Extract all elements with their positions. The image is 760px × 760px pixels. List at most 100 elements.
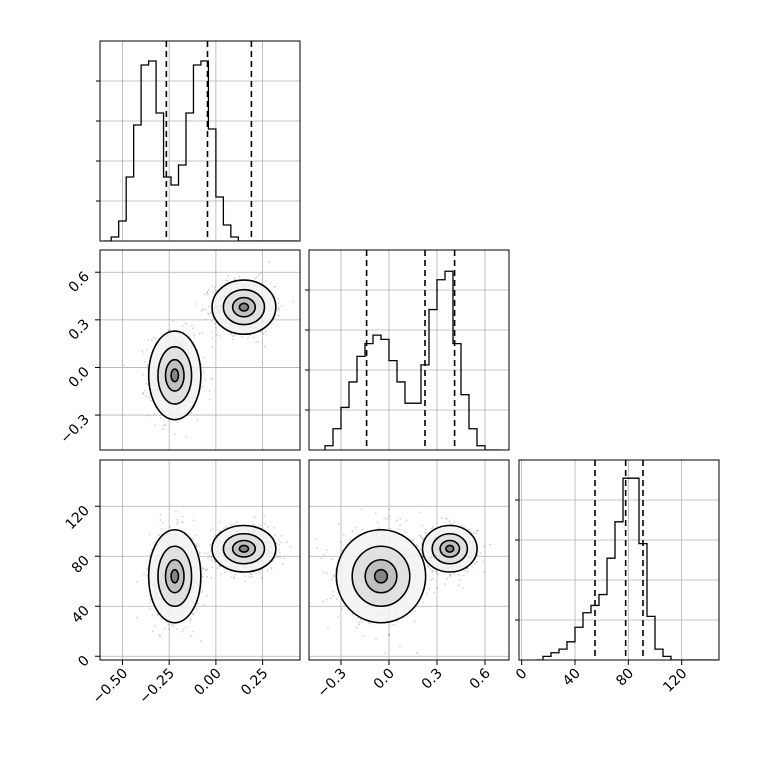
scatter-point xyxy=(278,543,280,546)
scatter-point xyxy=(322,554,325,556)
scatter-point xyxy=(399,518,402,520)
scatter-point xyxy=(209,543,212,546)
scatter-point xyxy=(158,534,161,537)
density-contour xyxy=(157,545,193,608)
scatter-point xyxy=(421,524,424,527)
scatter-point xyxy=(208,305,210,308)
scatter-point xyxy=(211,566,214,568)
density-contour xyxy=(231,539,257,558)
scatter-point xyxy=(419,548,421,551)
scatter-point xyxy=(142,393,145,395)
scatter-point xyxy=(233,523,236,526)
scatter-point xyxy=(197,602,199,605)
scatter-point xyxy=(147,339,150,341)
scatter-point xyxy=(351,613,354,616)
scatter-point xyxy=(482,560,485,563)
scatter-point xyxy=(146,574,149,577)
scatter-point xyxy=(210,577,212,579)
scatter-point xyxy=(332,574,335,577)
density-fill xyxy=(445,545,454,553)
scatter-point xyxy=(167,329,170,332)
scatter-point xyxy=(259,331,262,334)
scatter-point xyxy=(388,508,390,511)
y-tick-label: 0.3 xyxy=(66,316,93,343)
scatter-point xyxy=(145,382,148,385)
scatter-point xyxy=(207,552,209,554)
scatter-point xyxy=(185,436,188,438)
scatter-point xyxy=(210,331,213,334)
scatter-point xyxy=(220,573,222,575)
scatter-point xyxy=(136,616,139,619)
scatter-point xyxy=(215,333,218,336)
density-contour xyxy=(364,558,398,594)
scatter-point xyxy=(280,534,283,537)
density-contour xyxy=(147,528,202,624)
scatter-point xyxy=(191,613,194,616)
scatter-point xyxy=(289,545,292,548)
scatter-point xyxy=(206,575,209,578)
scatter-point xyxy=(431,525,434,528)
scatter-point xyxy=(327,627,329,630)
scatter-point xyxy=(163,424,166,427)
scatter-point xyxy=(405,519,408,522)
scatter-point xyxy=(265,330,267,333)
scatter-point xyxy=(149,601,151,604)
scatter-point xyxy=(211,345,214,348)
scatter-point xyxy=(278,549,280,551)
scatter-point xyxy=(168,628,171,630)
scatter-point xyxy=(285,541,288,544)
scatter-point xyxy=(254,277,257,280)
scatter-point xyxy=(399,524,401,526)
scatter-point xyxy=(399,645,401,647)
scatter-point xyxy=(182,331,185,333)
scatter-point xyxy=(253,516,256,519)
scatter-point xyxy=(148,533,151,536)
scatter-point xyxy=(467,571,469,573)
scatter-point xyxy=(427,566,430,568)
scatter-point xyxy=(195,608,198,611)
scatter-point xyxy=(463,526,465,528)
scatter-point xyxy=(214,322,216,325)
scatter-point xyxy=(232,335,234,337)
scatter-point xyxy=(436,572,439,575)
scatter-point xyxy=(122,364,125,367)
scatter-point xyxy=(418,534,421,537)
scatter-point xyxy=(264,280,267,282)
scatter-point xyxy=(233,576,236,579)
scatter-point xyxy=(264,523,266,525)
scatter-point xyxy=(277,309,279,312)
scatter-point xyxy=(214,326,217,329)
scatter-point xyxy=(223,527,225,529)
x-tick-label: −0.25 xyxy=(136,666,178,708)
scatter-point xyxy=(283,557,285,560)
scatter-point xyxy=(198,332,201,335)
scatter-point xyxy=(446,577,448,580)
scatter-point xyxy=(208,313,210,316)
scatter-point xyxy=(277,539,280,542)
scatter-point xyxy=(251,575,253,578)
density-contour xyxy=(157,346,193,405)
scatter-point xyxy=(147,414,150,417)
scatter-point xyxy=(331,558,334,561)
panel-frame xyxy=(99,459,301,661)
scatter-point xyxy=(229,571,232,574)
scatter-point xyxy=(453,573,456,576)
scatter-point xyxy=(211,285,214,287)
scatter-point xyxy=(227,279,229,282)
scatter-point xyxy=(203,356,206,359)
scatter-point xyxy=(273,526,276,529)
scatter-point xyxy=(207,557,210,559)
scatter-point xyxy=(148,608,151,611)
scatter-point xyxy=(440,516,443,519)
scatter-point xyxy=(280,305,283,307)
scatter-point xyxy=(192,612,195,615)
scatter-point xyxy=(159,513,162,516)
scatter-point xyxy=(476,529,479,532)
scatter-point xyxy=(203,371,205,373)
scatter-point xyxy=(335,597,338,600)
scatter-point xyxy=(449,573,452,576)
scatter-point xyxy=(262,332,265,335)
scatter-point xyxy=(412,538,415,541)
y-tick-label: 0.0 xyxy=(66,364,93,391)
scatter-point xyxy=(213,560,216,563)
